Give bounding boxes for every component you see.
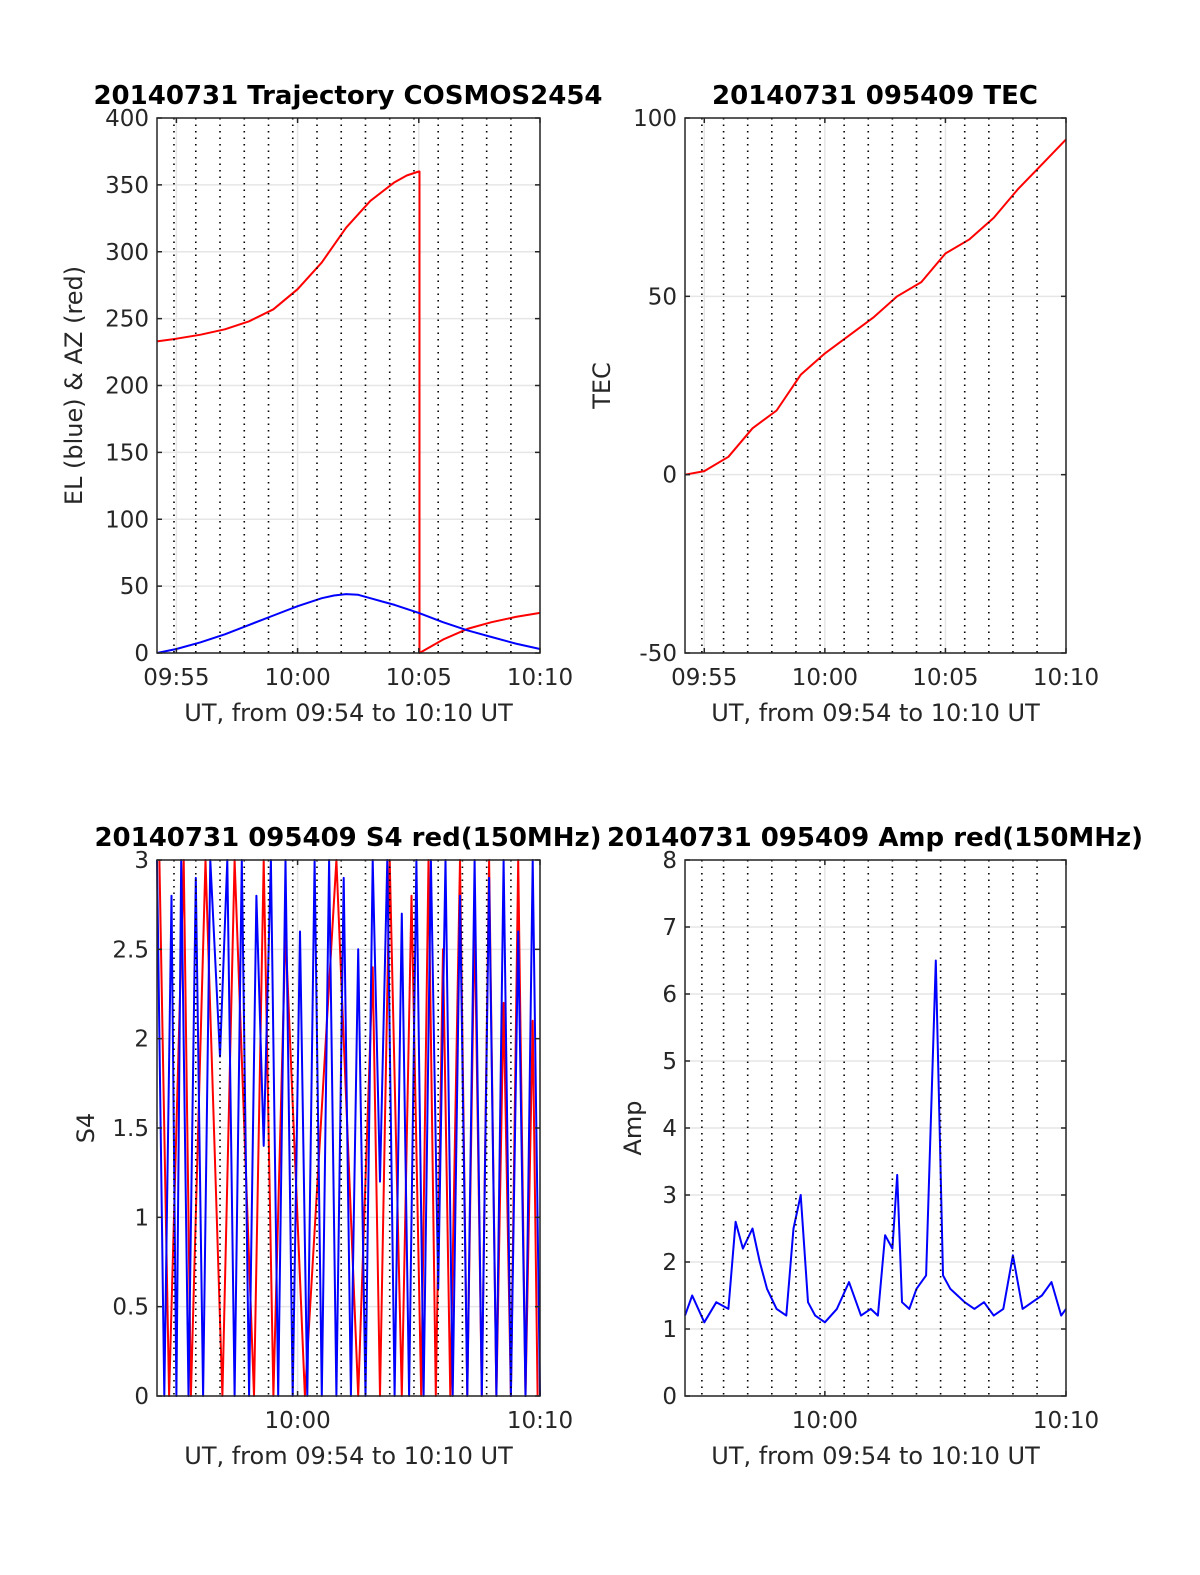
x-tick-label: 10:10: [1033, 1408, 1099, 1434]
subplot-3: 0 0.5 1 1.5 2 2.5 3 10:00 10:10 20140731 095409 S…: [72, 823, 602, 1470]
y-tick-label: 8: [662, 848, 677, 874]
y-tick-label: 400: [105, 106, 149, 132]
y-tick-label: 5: [662, 1049, 677, 1075]
y-tick-label: 1.5: [112, 1116, 149, 1142]
y-tick-label: 4: [662, 1116, 677, 1142]
chart-title: 20140731 095409 TEC: [712, 81, 1038, 111]
x-axis-label: UT, from 09:54 to 10:10 UT: [184, 699, 513, 727]
subplot-4: 0 1 2 3 4 5 6 7 8 10:00 10:10 20140731 095409 Amp r…: [607, 823, 1143, 1470]
chart-title: 20140731 095409 S4 red(150MHz): [94, 823, 601, 853]
y-axis-label: EL (blue) & AZ (red): [60, 266, 88, 505]
y-tick-label: 250: [105, 307, 149, 333]
y-tick-label: 150: [105, 440, 149, 466]
y-tick-label: 7: [662, 915, 677, 941]
x-tick-label: 10:00: [792, 1408, 858, 1434]
chart-title: 20140731 095409 Amp red(150MHz): [607, 823, 1143, 853]
y-tick-label: 0.5: [112, 1295, 149, 1321]
y-tick-label: 50: [120, 574, 149, 600]
y-tick-label: 0: [662, 463, 677, 489]
series-line-1: [684, 959, 1067, 1324]
y-tick-label: 300: [105, 240, 149, 266]
x-axis-label: UT, from 09:54 to 10:10 UT: [711, 1442, 1040, 1470]
x-tick-label: 09:55: [671, 665, 737, 691]
x-tick-label: 10:05: [912, 665, 978, 691]
y-tick-label: 2: [662, 1250, 677, 1276]
y-tick-label: 1: [662, 1317, 677, 1343]
y-tick-label: 350: [105, 173, 149, 199]
series-line-2: [156, 859, 541, 1397]
y-tick-label: 200: [105, 374, 149, 400]
plot-area: [685, 118, 1066, 653]
series-line-1: [156, 170, 541, 654]
x-tick-label: 10:00: [264, 1408, 330, 1434]
y-tick-label: 1: [134, 1205, 149, 1231]
series-line-1: [684, 138, 1067, 476]
y-axis-label: TEC: [588, 362, 616, 410]
y-tick-label: -50: [639, 641, 677, 667]
subplot-2: -50 0 50 100 09:55 10:00 10:05 10:10 20140731 09…: [588, 81, 1099, 727]
y-tick-label: 2: [134, 1027, 149, 1053]
y-axis-label: Amp: [619, 1100, 647, 1155]
chart-title: 20140731 Trajectory COSMOS2454: [93, 81, 602, 111]
x-tick-label: 10:10: [1033, 665, 1099, 691]
x-axis-label: UT, from 09:54 to 10:10 UT: [711, 699, 1040, 727]
x-tick-label: 10:10: [507, 665, 573, 691]
x-tick-label: 09:55: [143, 665, 209, 691]
x-axis-label: UT, from 09:54 to 10:10 UT: [184, 1442, 513, 1470]
x-tick-label: 10:05: [386, 665, 452, 691]
y-tick-label: 2.5: [112, 937, 149, 963]
y-tick-label: 3: [134, 848, 149, 874]
axes-box: [684, 117, 1067, 654]
x-tick-label: 10:00: [264, 665, 330, 691]
y-tick-label: 0: [134, 641, 149, 667]
y-tick-label: 6: [662, 982, 677, 1008]
y-tick-label: 0: [134, 1384, 149, 1410]
series-line-2: [156, 593, 541, 654]
y-axis-label: S4: [72, 1113, 100, 1144]
y-tick-label: 3: [662, 1183, 677, 1209]
x-tick-label: 10:00: [792, 665, 858, 691]
subplot-1: 0 50 100 150 200 250 300 350 400 09:55 10:00 10:05 1…: [60, 81, 603, 727]
y-tick-label: 0: [662, 1384, 677, 1410]
y-tick-label: 50: [648, 284, 677, 310]
y-tick-label: 100: [105, 507, 149, 533]
y-tick-label: 100: [633, 106, 677, 132]
x-tick-label: 10:10: [507, 1408, 573, 1434]
